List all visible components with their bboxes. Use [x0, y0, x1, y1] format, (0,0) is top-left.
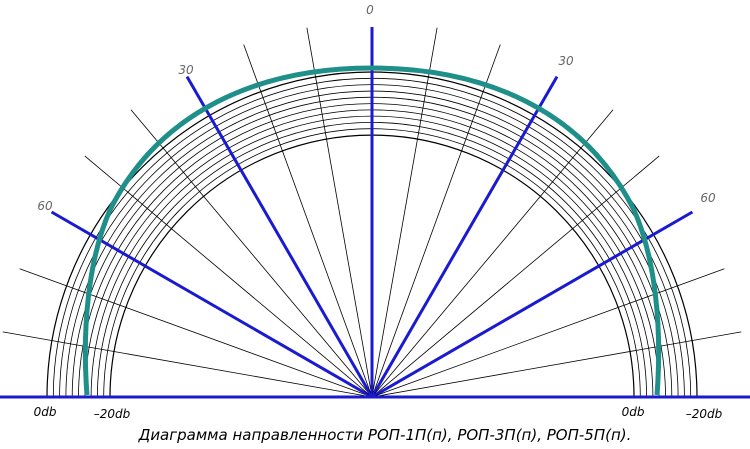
angle-label: 60: [700, 191, 716, 205]
main-ray: [371, 210, 694, 399]
ray: [130, 109, 373, 398]
level-label: 0db: [622, 405, 645, 419]
ray: [371, 331, 742, 398]
angle-label: 30: [178, 63, 194, 77]
level-label: –20db: [94, 407, 131, 421]
level-label: 0db: [34, 405, 57, 419]
ray: [19, 268, 373, 398]
ray: [371, 44, 501, 398]
rays: [2, 27, 742, 399]
ray: [306, 27, 373, 398]
main-ray: [50, 210, 373, 399]
ray: [243, 44, 373, 398]
ray: [2, 331, 373, 398]
caption: Диаграмма направленности РОП-1П(п), РОП-…: [138, 426, 632, 444]
main-ray: [185, 75, 374, 398]
ray: [371, 155, 660, 398]
ray: [84, 155, 373, 398]
directivity-curve: [82, 65, 662, 396]
ray: [371, 109, 614, 398]
ray: [371, 27, 438, 398]
angle-label: 30: [558, 54, 574, 68]
main-ray: [370, 75, 559, 398]
ray: [371, 268, 725, 398]
level-label: –20db: [686, 407, 723, 421]
angle-label: 0: [366, 3, 374, 17]
angle-label: 60: [37, 199, 53, 213]
